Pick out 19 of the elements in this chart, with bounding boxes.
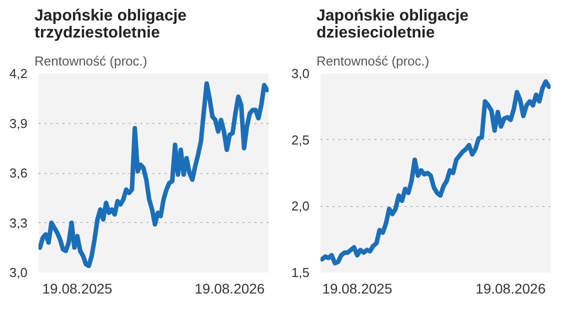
x-tick-label: 19.08.2025	[322, 280, 392, 296]
y-tick-label: 3,6	[9, 166, 28, 180]
chart-subtitle: Rentowność (proc.)	[34, 54, 148, 68]
x-tick-label: 19.08.2026	[476, 280, 546, 296]
y-tick-label: 2,5	[291, 132, 310, 148]
y-tick-label: 4,2	[9, 66, 28, 81]
y-tick-label: 3,0	[9, 265, 28, 280]
chart-title: Japońskie obligacje trzydziestoletnie	[34, 8, 187, 42]
y-tick-label: 3,3	[9, 215, 28, 230]
line-series	[320, 79, 550, 266]
line-series	[38, 81, 268, 268]
chart-subtitle: Rentowność (proc.)	[316, 54, 430, 68]
y-tick-label: 1,5	[291, 265, 310, 280]
x-tick-label: 19.08.2025	[42, 280, 113, 296]
x-tick-label: 19.08.2026	[194, 280, 265, 296]
y-tick-label: 3,9	[9, 116, 28, 131]
chart-title: Japońskie obligacje dziesiecioletnie	[316, 8, 469, 42]
y-tick-label: 2,0	[291, 198, 310, 214]
y-tick-label: 3,0	[291, 66, 310, 81]
